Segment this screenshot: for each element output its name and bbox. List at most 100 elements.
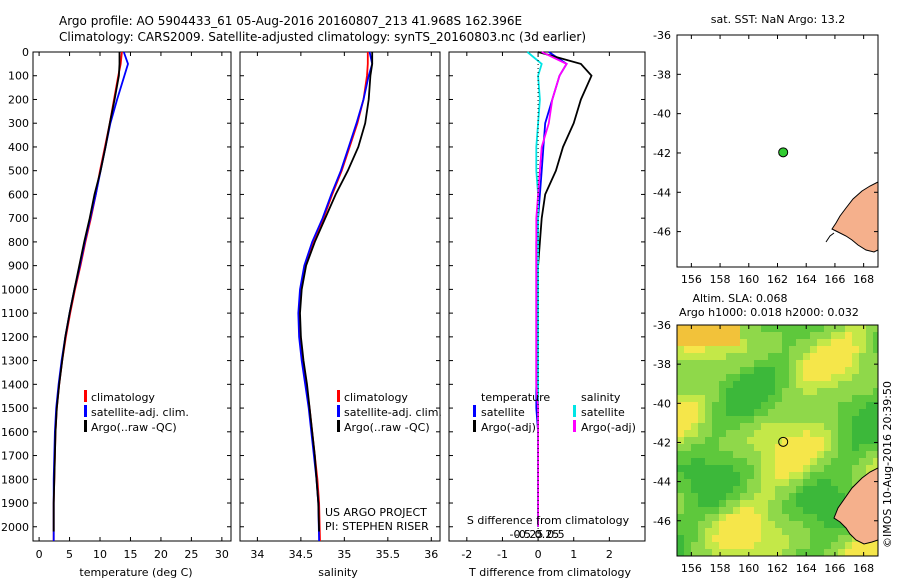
sla-cell [817,339,824,346]
sla-cell [831,423,838,430]
sla-cell [740,451,747,458]
sla-cell [866,374,873,381]
sla-cell [754,514,761,521]
sla-cell [712,437,719,444]
sla-cell [817,479,824,486]
sla-cell [677,325,684,332]
sla-cell [775,381,782,388]
sla-cell [824,521,831,528]
sla-cell [873,395,878,402]
sla-cell [810,521,817,528]
sla-cell [705,325,712,332]
sla-cell [796,528,803,535]
sla-cell [761,402,768,409]
sla-cell [873,332,878,339]
sla-cell [852,444,859,451]
sla-cell [824,528,831,535]
legend-swatch-argo [84,420,87,432]
sla-cell [831,332,838,339]
legend-s-satellite: satellite [581,406,625,419]
sla-cell [768,374,775,381]
sla-cell [873,409,878,416]
sla-cell [698,353,705,360]
sla-cell [775,493,782,500]
x-tick-label: 2 [606,548,613,561]
sla-cell [866,339,873,346]
sla-cell [775,416,782,423]
sla-cell [824,486,831,493]
sla-cell [705,479,712,486]
pi-label: PI: STEPHEN RISER [325,520,429,533]
sla-cell [768,542,775,549]
sla-cell [810,451,817,458]
sla-cell [803,451,810,458]
sla-cell [719,493,726,500]
sla-cell [677,430,684,437]
sla-cell [810,507,817,514]
series-line-argo-raw-qc [299,52,374,532]
sla-cell [866,353,873,360]
sla-cell [712,451,719,458]
sla-cell [761,374,768,381]
sla-cell [768,332,775,339]
sla-cell [838,416,845,423]
legend-satellite-adj: satellite-adj. clim. [344,406,442,419]
sla-cell [684,479,691,486]
sla-cell [866,542,873,549]
sla-cell [824,346,831,353]
sla-cell [691,423,698,430]
sla-cell [705,360,712,367]
sla-cell [705,500,712,507]
sla-cell [810,381,817,388]
sla-cell [803,458,810,465]
sla-cell [768,472,775,479]
sla-cell [754,332,761,339]
sla-cell [789,325,796,332]
sla-cell [719,486,726,493]
sla-cell [796,332,803,339]
sla-cell [782,332,789,339]
sla-cell [866,381,873,388]
series-line-salinity-satellite [526,51,543,527]
sla-cell [803,437,810,444]
sla-cell [810,374,817,381]
sla-cell [817,451,824,458]
sla-cell [691,500,698,507]
sla-cell [733,353,740,360]
sla-cell [726,444,733,451]
map-x-tick-label: 164 [796,273,817,286]
temperature-legend: climatology satellite-adj. clim. Argo(..… [84,390,189,434]
sla-cell [852,325,859,332]
sla-cell [824,542,831,549]
sla-cell [810,325,817,332]
sla-cell [705,493,712,500]
sla-cell [789,465,796,472]
sla-cell [761,346,768,353]
sla-cell [845,388,852,395]
header-line2: Climatology: CARS2009. Satellite-adjuste… [59,30,586,44]
sla-cell [733,472,740,479]
sla-cell [719,346,726,353]
sla-cell [733,549,740,556]
sla-cell [677,542,684,549]
depth-tick-label: 1100 [1,307,29,320]
sla-cell [719,430,726,437]
header-line1: Argo profile: AO 5904433_61 05-Aug-2016 … [59,14,522,28]
sla-cell [803,416,810,423]
sla-cell [698,367,705,374]
depth-tick-label: 100 [8,70,29,83]
sla-cell [726,423,733,430]
sla-cell [733,346,740,353]
sla-cell [754,451,761,458]
sla-cell [873,451,878,458]
sla-cell [761,353,768,360]
sla-cell [782,486,789,493]
sla-cell [684,367,691,374]
sla-cell [803,430,810,437]
sla-heatmap: 156 158 160 162 164 166 168 -36 -38 -40 -42 -44 -46 [653,319,879,575]
sla-cell [873,402,878,409]
sla-cell [733,451,740,458]
sla-cell [712,430,719,437]
sla-cell [726,535,733,542]
sla-cell [677,465,684,472]
